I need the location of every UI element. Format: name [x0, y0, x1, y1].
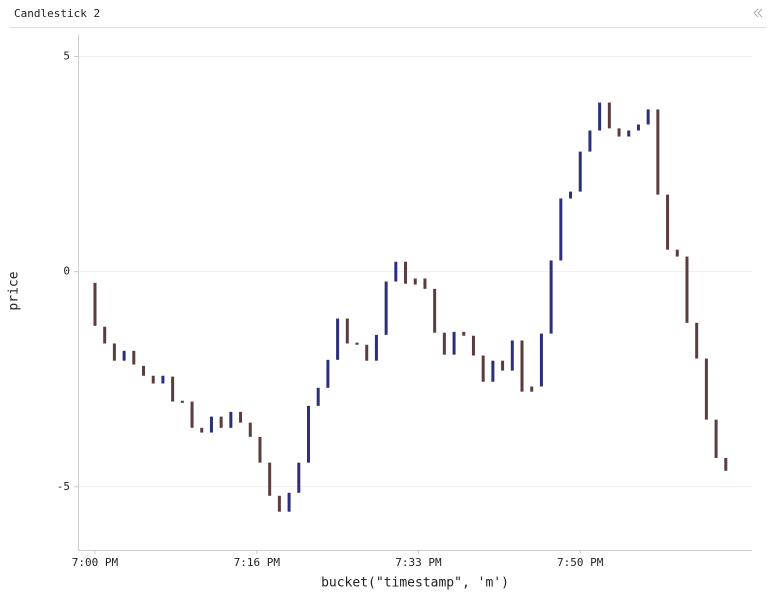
candle-body	[229, 411, 233, 428]
candle-body	[326, 359, 330, 388]
candle-body	[462, 331, 466, 336]
candle-body	[404, 261, 408, 284]
y-axis-title: price	[7, 271, 22, 310]
candle-body	[297, 462, 301, 493]
candle-body	[394, 261, 398, 282]
candle-body	[219, 416, 223, 428]
candle-body	[171, 376, 175, 402]
candle-body	[142, 365, 146, 376]
candle-body	[239, 411, 243, 423]
candle-body	[636, 124, 640, 131]
candle-body	[617, 128, 621, 137]
candle-body	[539, 333, 543, 387]
candle-body	[209, 416, 213, 433]
candle-body	[656, 109, 660, 195]
y-tick-label: 5	[63, 50, 70, 63]
candle-body	[103, 326, 107, 344]
candle-body	[277, 495, 281, 512]
candle-body	[336, 318, 340, 360]
candle-body	[384, 281, 388, 335]
candle-body	[549, 260, 553, 334]
candle-body	[93, 282, 97, 326]
y-tick-label: -5	[57, 480, 70, 493]
collapse-icon[interactable]	[753, 8, 763, 18]
candle-body	[695, 322, 699, 359]
candle-body	[471, 335, 475, 356]
candle-body	[355, 342, 359, 345]
candle-body	[287, 492, 291, 512]
x-axis-title: bucket("timestamp", 'm')	[321, 576, 509, 591]
candle-body	[627, 130, 631, 137]
candle-body	[704, 358, 708, 420]
candle-body	[481, 355, 485, 382]
candle-body	[306, 405, 310, 463]
candle-body	[501, 360, 505, 371]
candle-body	[122, 350, 126, 361]
chevron	[757, 8, 763, 18]
candle-body	[258, 436, 262, 463]
x-tick-label: 7:00 PM	[72, 556, 119, 569]
candle-body	[598, 102, 602, 131]
candle-body	[248, 422, 252, 437]
y-tick-label: 0	[63, 265, 70, 278]
candle-body	[151, 375, 155, 384]
candle-body	[607, 102, 611, 129]
chart-title: Candlestick 2	[14, 7, 100, 20]
candle-body	[646, 109, 650, 125]
candle-body	[491, 360, 495, 382]
candle-body	[724, 457, 728, 471]
candle-body	[666, 194, 670, 250]
candle-body	[112, 343, 116, 361]
candle-body	[345, 318, 349, 344]
candle-body	[569, 191, 573, 199]
chevron	[753, 8, 759, 18]
candle-body	[423, 278, 427, 289]
candle-body	[578, 151, 582, 192]
candle-body	[132, 350, 136, 365]
candle-body	[520, 340, 524, 392]
candle-body	[190, 401, 194, 428]
candle-body	[442, 332, 446, 355]
candle-body	[200, 427, 204, 433]
candle-body	[161, 375, 165, 384]
candle-body	[675, 249, 679, 257]
x-tick-label: 7:16 PM	[234, 556, 281, 569]
candle-body	[316, 387, 320, 406]
candle-body	[268, 462, 272, 496]
candle-body	[685, 256, 689, 323]
x-tick-label: 7:50 PM	[557, 556, 604, 569]
candle-body	[588, 130, 592, 152]
candle-body	[180, 400, 184, 403]
candle-body	[433, 288, 437, 333]
candle-body	[714, 419, 718, 458]
candle-body	[452, 331, 456, 355]
candle-body	[413, 278, 417, 285]
candle-body	[530, 386, 534, 392]
candle-body	[365, 344, 369, 361]
candle-body	[510, 340, 514, 371]
candle-body	[559, 198, 563, 261]
x-tick-label: 7:33 PM	[395, 556, 442, 569]
candle-body	[374, 334, 378, 361]
